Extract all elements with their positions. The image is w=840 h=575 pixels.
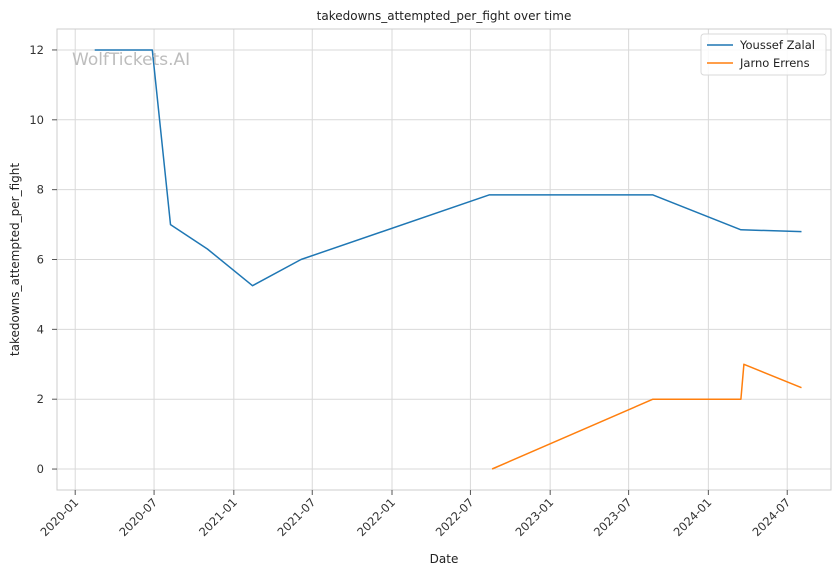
x-tick-label: 2022-07 <box>433 495 477 539</box>
x-tick-label: 2023-01 <box>512 495 556 539</box>
x-tick-label: 2021-07 <box>274 495 318 539</box>
x-tick-label: 2021-01 <box>196 495 240 539</box>
y-tick-label: 8 <box>37 183 44 197</box>
legend-label-jarno-errens: Jarno Errens <box>739 56 810 70</box>
chart-title: takedowns_attempted_per_fight over time <box>317 9 572 23</box>
x-tick-label: 2023-07 <box>591 495 635 539</box>
x-axis-label: Date <box>430 552 459 566</box>
series-line-jarno-errens <box>491 363 802 470</box>
x-tick-label: 2020-07 <box>116 495 160 539</box>
grid <box>57 29 831 490</box>
y-tick-label: 12 <box>29 43 44 57</box>
x-tick-label: 2022-01 <box>354 495 398 539</box>
legend-label-youssef-zalal: Youssef Zalal <box>739 38 815 52</box>
y-tick-label: 6 <box>37 253 44 267</box>
legend: Youssef Zalal Jarno Errens <box>700 33 827 76</box>
x-tick-label: 2020-01 <box>37 495 81 539</box>
x-tick-label: 2024-07 <box>749 495 793 539</box>
x-axis-ticks: 2020-01 2020-07 2021-01 2021-07 2022-01 2022-… <box>37 490 793 539</box>
y-tick-label: 2 <box>37 392 44 406</box>
series-line-youssef-zalal <box>94 49 802 287</box>
y-tick-label: 10 <box>29 113 44 127</box>
watermark: WolfTickets.AI <box>72 50 190 70</box>
y-tick-label: 0 <box>37 462 44 476</box>
x-tick-label: 2024-01 <box>671 495 715 539</box>
y-tick-label: 4 <box>37 322 44 336</box>
y-axis-label: takedowns_attempted_per_fight <box>8 163 22 356</box>
series-layer <box>94 49 802 470</box>
y-axis-ticks: 0 2 4 6 8 10 12 <box>29 43 57 476</box>
